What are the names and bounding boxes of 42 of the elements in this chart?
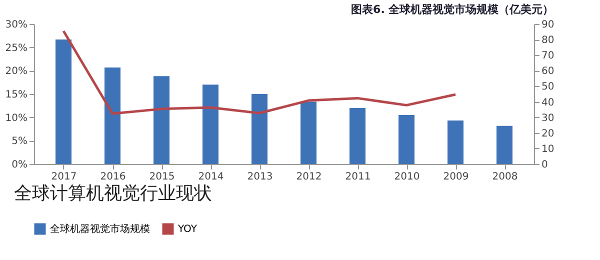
y2-tick-label: 70 (542, 50, 554, 62)
y2-tick-label: 20 (542, 128, 554, 140)
y-tick-label: 20% (5, 66, 28, 78)
bar (398, 115, 414, 164)
text: 全球计算机视觉行业现状 (14, 183, 212, 204)
bar (350, 108, 366, 164)
bar (448, 120, 464, 164)
x-tick-label: 2016 (100, 172, 126, 182)
x-tick-label: 2014 (198, 172, 224, 182)
bar (202, 84, 218, 164)
y-tick-label: 5% (12, 136, 28, 148)
legend-label: 全球机器视觉市场规模 (50, 223, 150, 235)
x-tick-label: 2009 (443, 172, 469, 182)
x-tick-label: 2017 (51, 172, 77, 182)
y2-tick-label: 90 (542, 20, 554, 30)
bar (496, 126, 512, 164)
y-tick-label: 25% (5, 42, 28, 54)
bar (252, 94, 268, 164)
bar (56, 40, 72, 164)
x-tick-label: 2013 (247, 172, 273, 182)
y-tick-label: 15% (5, 90, 28, 100)
y2-tick-label: 50 (542, 82, 554, 93)
y2-tick-label: 10 (542, 144, 554, 155)
x-tick-label: 2011 (345, 172, 371, 182)
bar (104, 68, 120, 164)
line-series (62, 30, 457, 115)
bar (300, 102, 316, 164)
y-tick-label: 30% (5, 20, 28, 30)
x-tick-label: 2010 (394, 172, 420, 182)
legend-label: YOY (177, 224, 198, 235)
y2-tick-label: 30 (542, 112, 554, 124)
y2-tick-label: 80 (542, 35, 554, 46)
chart-title: 图表6. 全球机器视觉市场规模（亿美元） (351, 3, 554, 16)
y2-tick-label: 60 (542, 66, 554, 78)
y2-tick-label: 40 (542, 97, 554, 108)
y-tick-label: 10% (5, 112, 28, 124)
x-tick-label: 2008 (492, 172, 518, 182)
bar (154, 76, 170, 164)
y-tick-label: 0% (12, 160, 28, 170)
y2-tick-label: 0 (542, 160, 548, 170)
x-tick-label: 2012 (296, 172, 322, 182)
x-tick-label: 2015 (149, 172, 175, 182)
